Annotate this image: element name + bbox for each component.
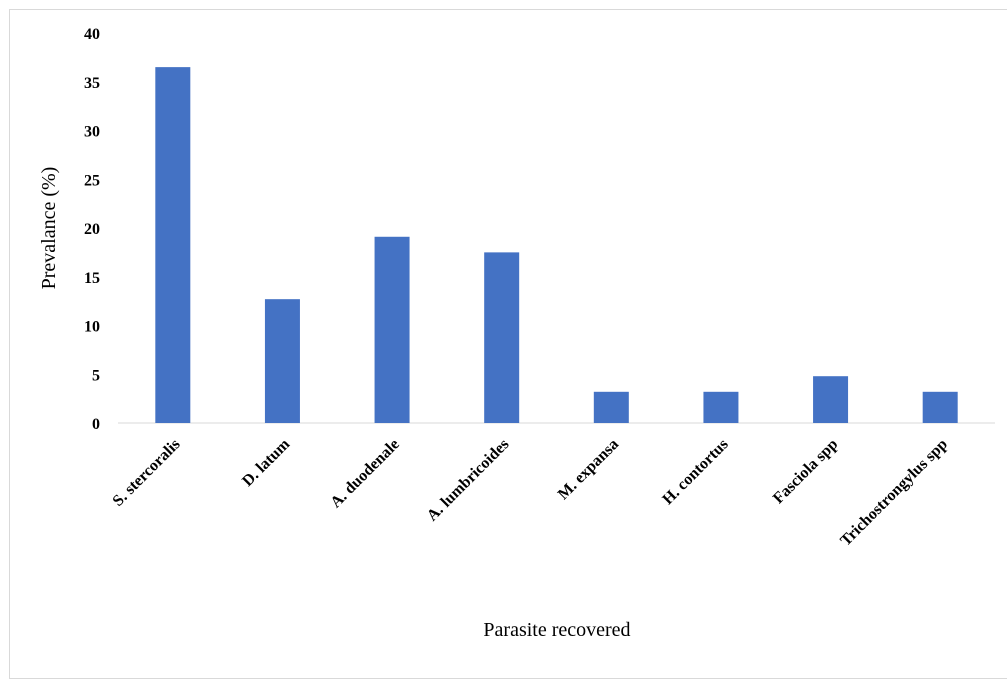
- y-tick-label: 10: [84, 319, 100, 336]
- bars-group: [155, 67, 958, 423]
- y-tick-label: 30: [84, 124, 100, 141]
- bar-chart: 0 5 10 15 20 25 30 35 40 S. stercoralis D. latum A…: [38, 26, 995, 641]
- bar: [484, 252, 520, 423]
- x-tick-label: M. expansa: [555, 436, 622, 503]
- y-tick-label: 15: [84, 270, 100, 287]
- y-axis-title: Prevalance (%): [38, 167, 60, 290]
- y-tick-label: 0: [92, 416, 100, 433]
- y-tick-label: 25: [84, 172, 100, 189]
- bar: [593, 391, 629, 423]
- x-tick-label: A. duodenale: [327, 436, 403, 512]
- y-tick-label: 5: [92, 367, 100, 384]
- x-tick-label: H. contortus: [659, 436, 731, 508]
- bar: [155, 67, 191, 423]
- bar: [374, 236, 410, 423]
- bar: [922, 391, 958, 423]
- bar: [813, 376, 849, 423]
- x-axis-title: Parasite recovered: [483, 619, 630, 641]
- bar: [264, 299, 300, 423]
- x-tick-label: S. stercoralis: [110, 436, 184, 510]
- bar: [703, 391, 739, 423]
- y-tick-label: 35: [84, 75, 100, 92]
- x-tick-label: D. latum: [239, 435, 294, 490]
- x-tick-label: Trichostrongylus spp: [837, 436, 951, 550]
- x-tick-label: A. lumbricoides: [424, 436, 513, 525]
- y-axis-ticks: 0 5 10 15 20 25 30 35 40: [84, 26, 100, 433]
- x-axis-ticks: S. stercoralis D. latum A. duodenale A. lum…: [110, 435, 951, 549]
- y-tick-label: 40: [84, 26, 100, 43]
- y-tick-label: 20: [84, 221, 100, 238]
- x-tick-label: Fasciola spp: [770, 436, 842, 508]
